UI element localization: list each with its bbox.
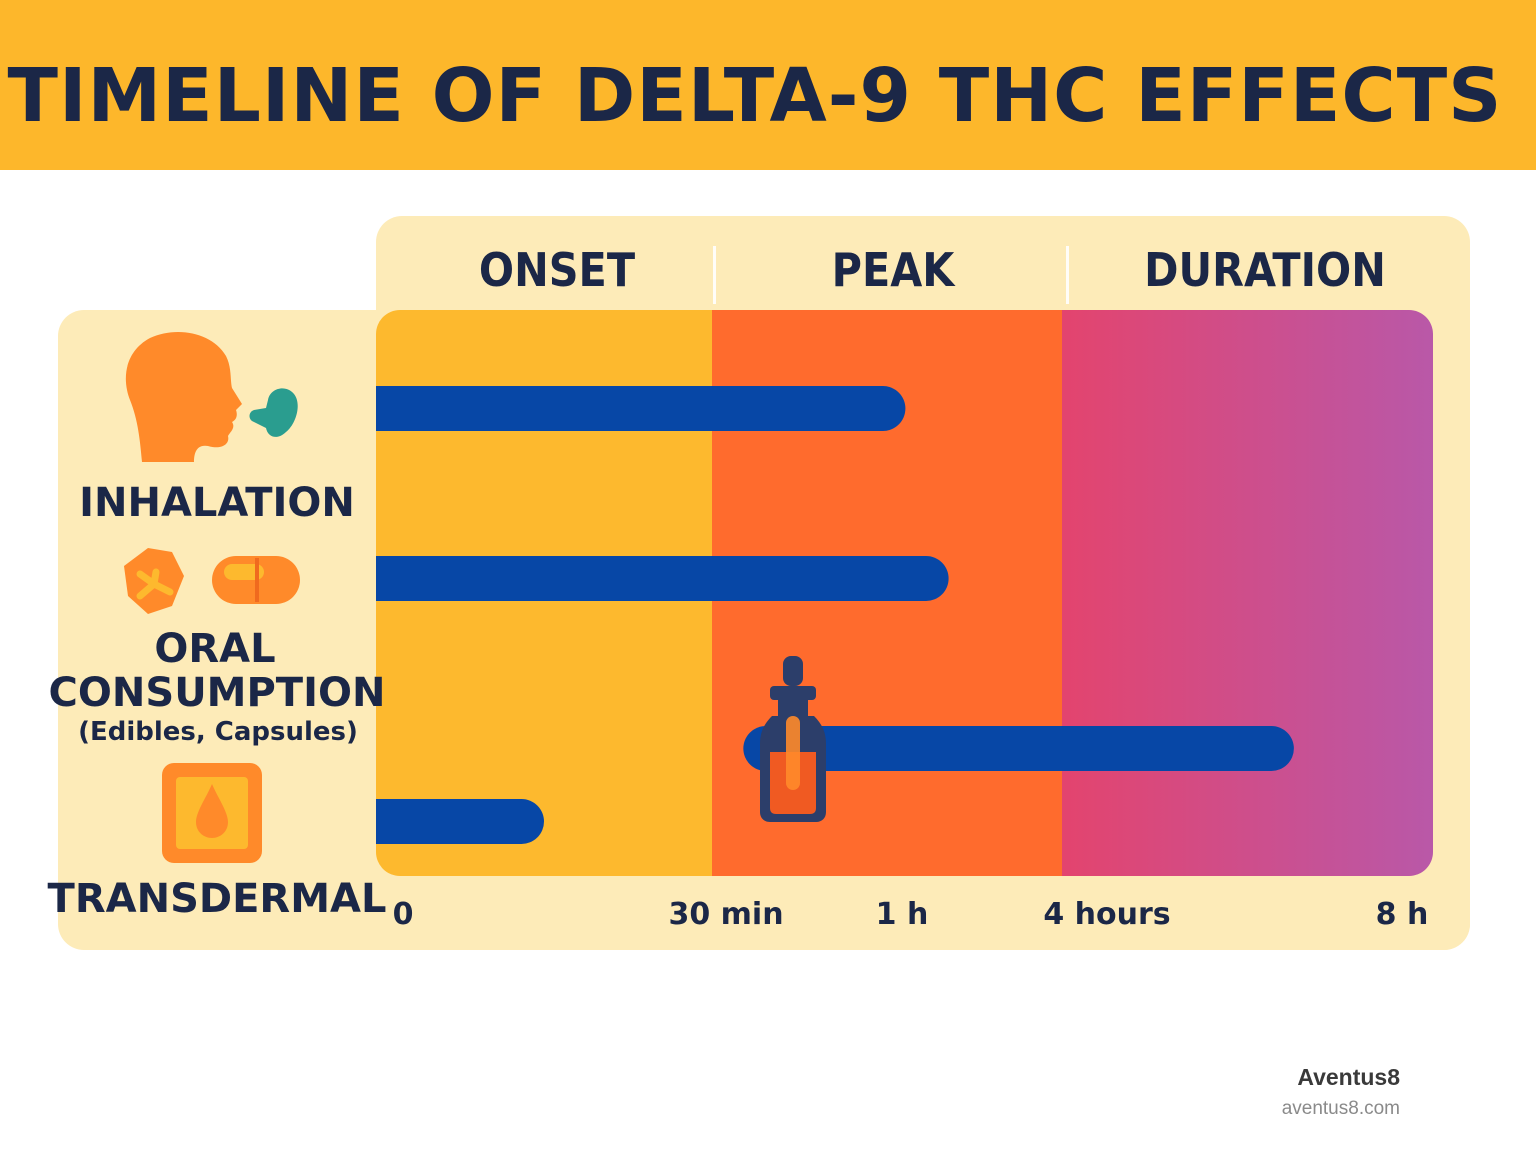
bar-oral-consumption — [376, 556, 949, 601]
phase-label-onset: ONSET — [479, 243, 636, 297]
zone-duration — [1062, 310, 1433, 876]
patch-drop-icon — [162, 763, 262, 863]
gummy-capsule-icon — [124, 548, 300, 614]
tick-label: 0 — [393, 897, 414, 932]
route-sublabel-oral: (Edibles, Capsules) — [78, 717, 358, 747]
bar-inhalation — [376, 386, 906, 431]
header-divider — [713, 246, 716, 304]
route-label-oral-line2: CONSUMPTION — [49, 670, 386, 716]
tick-label: 1 h — [876, 897, 929, 932]
header-divider — [1066, 246, 1069, 304]
head-exhaling-icon — [125, 332, 298, 462]
tick-label: 4 hours — [1043, 897, 1170, 932]
brand-url: aventus8.com — [1281, 1098, 1400, 1119]
route-label-oral-line1: ORAL — [154, 626, 275, 672]
phase-label-peak: PEAK — [832, 243, 957, 297]
chart-title: TIMELINE OF DELTA-9 THC EFFECTS — [7, 53, 1503, 139]
tick-label: 8 h — [1376, 897, 1429, 932]
phase-label-duration: DURATION — [1144, 243, 1386, 297]
brand-name: Aventus8 — [1297, 1064, 1400, 1090]
dropper-bottle-icon — [760, 656, 826, 822]
tick-label: 30 min — [668, 897, 783, 932]
bar-tincture — [743, 726, 1294, 771]
route-label-transdermal: TRANSDERMAL — [48, 876, 387, 922]
bar-transdermal — [376, 799, 544, 844]
route-label-inhalation: INHALATION — [79, 480, 355, 526]
title-banner: TIMELINE OF DELTA-9 THC EFFECTS — [0, 0, 1536, 170]
